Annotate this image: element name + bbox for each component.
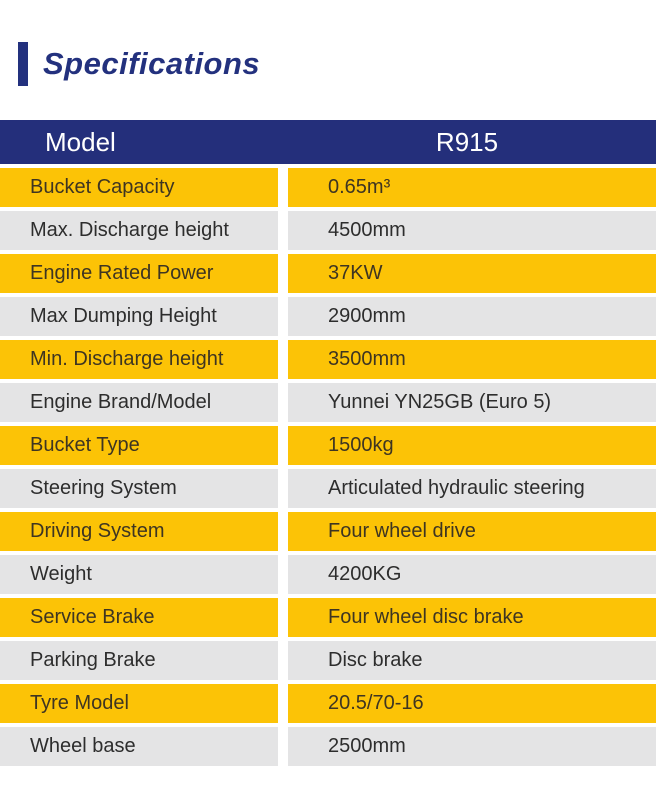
spec-name-cell: Max Dumping Height (0, 297, 278, 336)
spec-name-cell: Bucket Capacity (0, 168, 278, 207)
spec-name-cell: Max. Discharge height (0, 211, 278, 250)
spec-name-cell: Engine Brand/Model (0, 383, 278, 422)
spec-name-cell: Steering System (0, 469, 278, 508)
table-row: Engine Rated Power 37KW (0, 254, 656, 293)
table-row: Wheel base 2500mm (0, 727, 656, 766)
table-row: Min. Discharge height 3500mm (0, 340, 656, 379)
specifications-table: Model R915 Bucket Capacity 0.65m³ Max. D… (0, 120, 656, 770)
spec-value-cell: 37KW (288, 254, 656, 293)
section-title: Specifications (18, 42, 260, 86)
table-row: Max Dumping Height 2900mm (0, 297, 656, 336)
table-body: Bucket Capacity 0.65m³ Max. Discharge he… (0, 168, 656, 766)
spec-value-cell: 20.5/70-16 (288, 684, 656, 723)
table-row: Parking Brake Disc brake (0, 641, 656, 680)
spec-value-cell: 2500mm (288, 727, 656, 766)
spec-name-cell: Weight (0, 555, 278, 594)
spec-value-cell: 4200KG (288, 555, 656, 594)
spec-name-cell: Wheel base (0, 727, 278, 766)
table-row: Driving System Four wheel drive (0, 512, 656, 551)
title-accent-bar (18, 42, 28, 86)
spec-name-cell: Tyre Model (0, 684, 278, 723)
spec-value-cell: Articulated hydraulic steering (288, 469, 656, 508)
table-row: Max. Discharge height 4500mm (0, 211, 656, 250)
table-header-model-value: R915 (435, 126, 499, 157)
table-row: Engine Brand/Model Yunnei YN25GB (Euro 5… (0, 383, 656, 422)
spec-name-cell: Parking Brake (0, 641, 278, 680)
spec-name-cell: Bucket Type (0, 426, 278, 465)
table-header-model-label: Model (45, 126, 116, 157)
table-row: Weight 4200KG (0, 555, 656, 594)
spec-value-cell: Four wheel disc brake (288, 598, 656, 637)
table-row: Bucket Type 1500kg (0, 426, 656, 465)
table-row: Service Brake Four wheel disc brake (0, 598, 656, 637)
table-row: Bucket Capacity 0.65m³ (0, 168, 656, 207)
table-row: Steering System Articulated hydraulic st… (0, 469, 656, 508)
spec-name-cell: Min. Discharge height (0, 340, 278, 379)
table-row: Tyre Model 20.5/70-16 (0, 684, 656, 723)
spec-name-cell: Engine Rated Power (0, 254, 278, 293)
spec-name-cell: Service Brake (0, 598, 278, 637)
spec-name-cell: Driving System (0, 512, 278, 551)
spec-value-cell: 0.65m³ (288, 168, 656, 207)
spec-value-cell: 4500mm (288, 211, 656, 250)
page-title: Specifications (43, 46, 261, 81)
spec-value-cell: Disc brake (288, 641, 656, 680)
spec-value-cell: 3500mm (288, 340, 656, 379)
spec-value-cell: 2900mm (288, 297, 656, 336)
spec-value-cell: Four wheel drive (288, 512, 656, 551)
spec-value-cell: 1500kg (288, 426, 656, 465)
table-header-row: Model R915 (0, 120, 656, 164)
spec-value-cell: Yunnei YN25GB (Euro 5) (288, 383, 656, 422)
